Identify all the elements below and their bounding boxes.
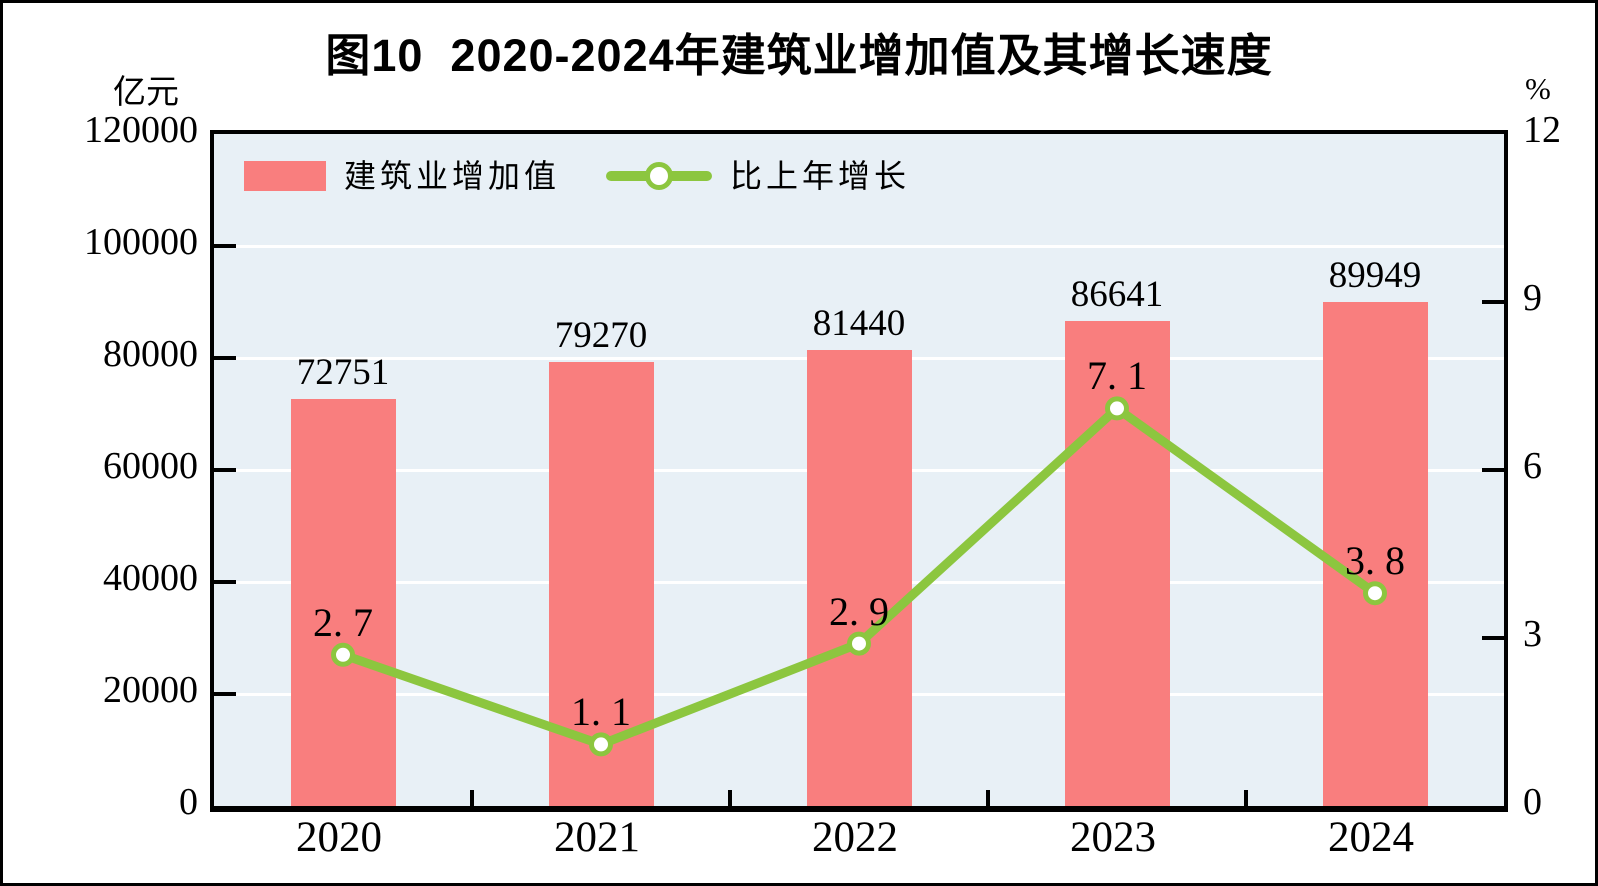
line-series-swatch — [606, 160, 713, 192]
y-axis-label-right: 9 — [1523, 277, 1542, 319]
left-axis-unit-label: 亿元 — [113, 75, 179, 111]
grid-line — [214, 244, 1504, 248]
legend: 建筑业增加值 比上年增长 — [244, 158, 910, 194]
growth-point-label: 2. 9 — [829, 588, 889, 634]
x-axis-tick — [1244, 790, 1248, 806]
data-point-marker — [1363, 581, 1387, 606]
right-axis-unit-label: % — [1525, 71, 1551, 106]
y-axis-label-left: 120000 — [84, 109, 198, 151]
x-axis-tick — [728, 790, 732, 806]
y-axis-label-right: 6 — [1523, 445, 1542, 487]
growth-point-label: 1. 1 — [571, 689, 631, 735]
y-axis-label-left: 100000 — [84, 221, 198, 263]
x-axis-label: 2023 — [1070, 814, 1156, 861]
y-axis-label-left: 80000 — [103, 333, 198, 375]
trend-line-layer — [331, 396, 1387, 757]
bar-value-label: 79270 — [554, 315, 648, 357]
x-axis-label: 2020 — [296, 814, 382, 861]
bar-series-swatch — [244, 161, 326, 191]
x-axis-tick — [470, 790, 474, 806]
y-axis-label-right: 3 — [1523, 613, 1542, 655]
right-axis-tick — [1482, 468, 1504, 472]
data-point-marker — [589, 732, 613, 757]
growth-point-label: 2. 7 — [313, 599, 373, 645]
bar — [1322, 302, 1428, 806]
bar-value-label: 81440 — [812, 302, 906, 344]
left-axis-tick — [214, 580, 236, 584]
line-swatch-marker-icon — [645, 162, 674, 190]
left-axis-tick — [214, 356, 236, 360]
y-axis-label-left: 60000 — [103, 445, 198, 487]
chart-title: 图10 2020-2024年建筑业增加值及其增长速度 — [325, 30, 1273, 81]
data-point-marker — [847, 631, 871, 656]
growth-point-label: 3. 8 — [1345, 538, 1405, 584]
growth-point-label: 7. 1 — [1087, 353, 1147, 399]
bar — [806, 349, 912, 806]
bar-value-label: 86641 — [1070, 273, 1164, 315]
left-axis-tick — [214, 244, 236, 248]
y-axis-label-right: 12 — [1523, 109, 1561, 151]
left-axis-tick — [214, 692, 236, 696]
x-axis-tick — [986, 790, 990, 806]
left-axis-tick — [214, 468, 236, 472]
data-point-marker — [331, 642, 355, 667]
right-axis-tick — [1482, 636, 1504, 640]
x-axis-label: 2024 — [1328, 814, 1414, 861]
line-series-legend-label: 比上年增长 — [730, 158, 911, 194]
bar — [290, 398, 396, 806]
bar-value-label: 89949 — [1328, 255, 1422, 297]
right-axis-tick — [1482, 300, 1504, 304]
plot-area: 72751 79270 81440 86641 89949 2. 7 1. 1 2. 9 7. … — [210, 130, 1508, 812]
x-axis-label: 2022 — [812, 814, 898, 861]
y-axis-label-left: 40000 — [103, 557, 198, 599]
bar-series-legend-label: 建筑业增加值 — [344, 158, 561, 194]
x-axis-label: 2021 — [554, 814, 640, 861]
data-point-marker — [1105, 396, 1129, 421]
y-axis-label-right: 0 — [1523, 781, 1542, 823]
y-axis-label-left: 0 — [179, 781, 198, 823]
y-axis-label-left: 20000 — [103, 669, 198, 711]
bar-value-label: 72751 — [296, 351, 390, 393]
